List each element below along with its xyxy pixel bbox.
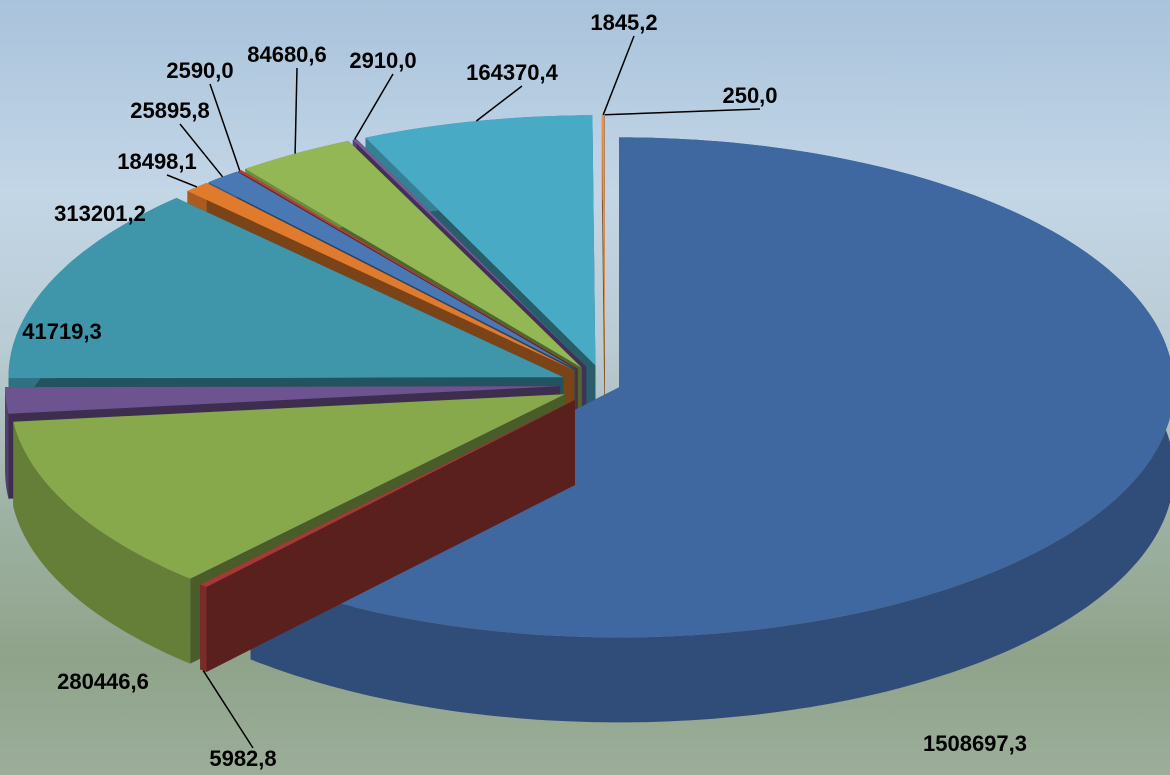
data-label: 1845,2 bbox=[590, 10, 657, 35]
data-label: 164370,4 bbox=[466, 60, 559, 85]
slice bbox=[13, 394, 565, 579]
slice bbox=[245, 140, 582, 368]
data-label: 313201,2 bbox=[54, 201, 146, 226]
data-label: 250,0 bbox=[722, 83, 777, 108]
data-label: 2910,0 bbox=[349, 48, 416, 73]
slice-side bbox=[250, 137, 1170, 723]
slice bbox=[208, 171, 577, 370]
data-label: 41719,3 bbox=[22, 319, 102, 344]
leader-line bbox=[604, 108, 761, 116]
leader-line bbox=[475, 85, 523, 122]
leader-line bbox=[202, 670, 254, 749]
leader-line bbox=[294, 67, 298, 154]
slice bbox=[365, 115, 596, 366]
slice-side bbox=[200, 584, 207, 672]
leader-line bbox=[209, 83, 241, 171]
slice-side bbox=[13, 421, 191, 664]
data-label: 5982,8 bbox=[209, 746, 276, 771]
slice bbox=[8, 198, 564, 379]
leader-line bbox=[602, 35, 635, 116]
data-label: 2590,0 bbox=[166, 58, 233, 83]
data-label: 280446,6 bbox=[57, 669, 149, 694]
slice bbox=[601, 114, 605, 365]
data-label: 25895,8 bbox=[130, 98, 210, 123]
slice bbox=[5, 386, 561, 414]
data-label: 18498,1 bbox=[117, 149, 197, 174]
leader-line bbox=[166, 174, 198, 188]
slice bbox=[200, 400, 575, 587]
slice bbox=[238, 170, 578, 369]
data-label: 1508697,3 bbox=[923, 731, 1027, 756]
slice bbox=[187, 182, 575, 371]
slice-side bbox=[5, 387, 9, 499]
leader-line bbox=[353, 73, 394, 140]
data-label: 84680,6 bbox=[247, 42, 327, 67]
leader-line bbox=[179, 123, 224, 178]
slice-side bbox=[200, 400, 575, 670]
slice bbox=[352, 139, 587, 367]
